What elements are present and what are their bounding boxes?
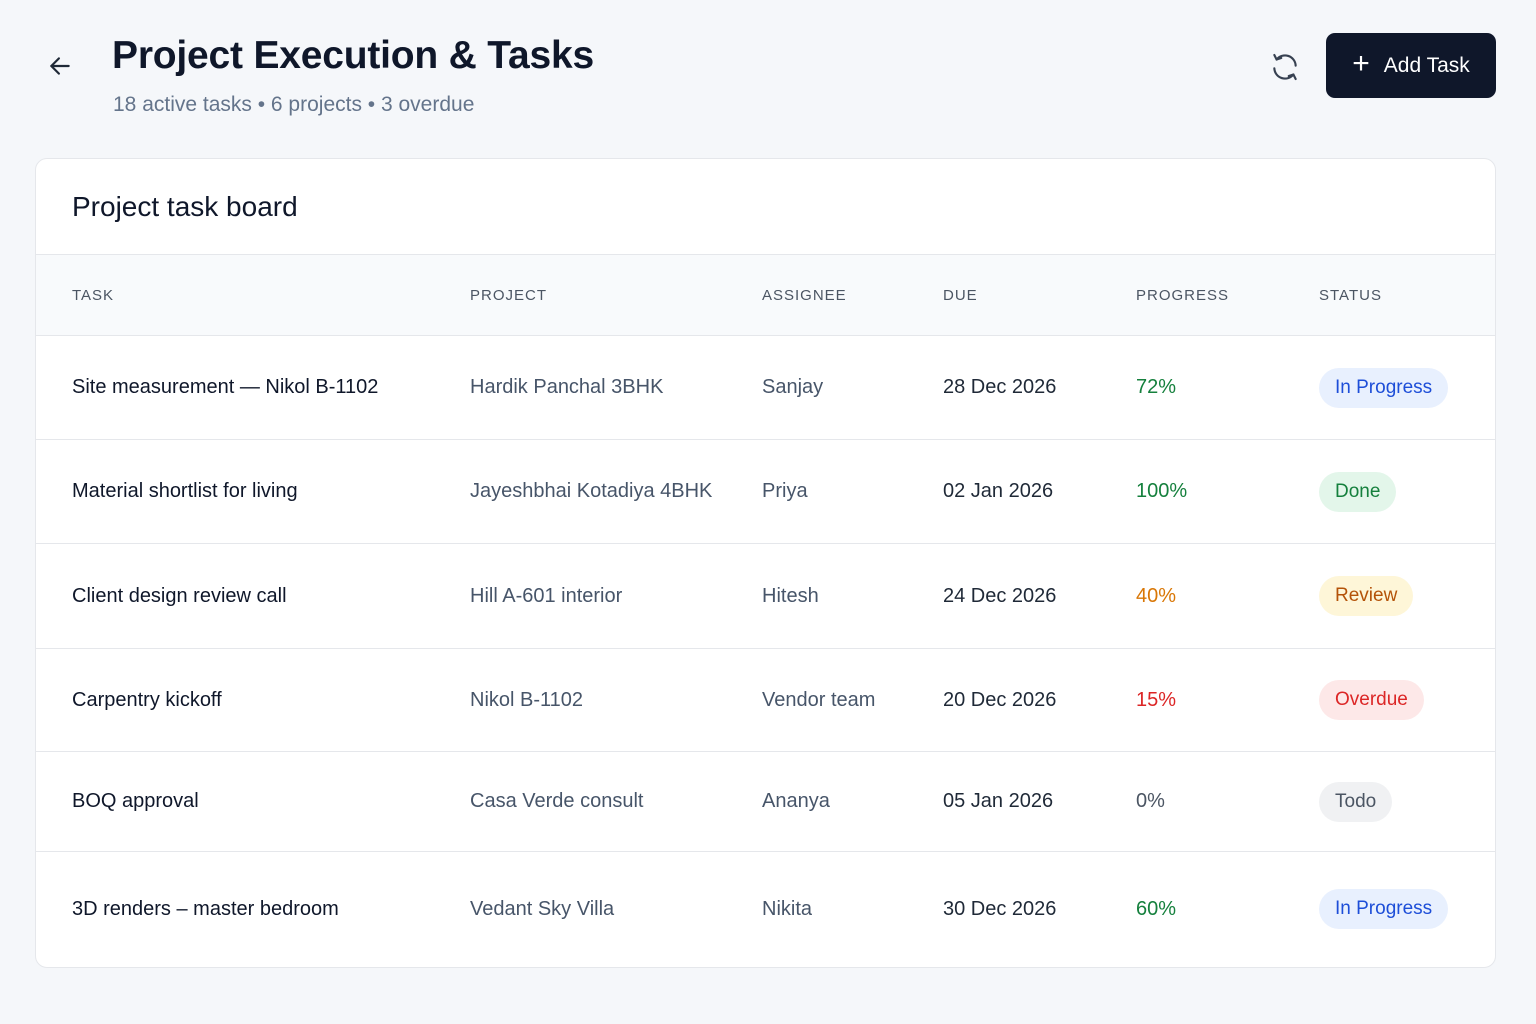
due-date: 05 Jan 2026 — [943, 790, 1054, 812]
status-badge: In Progress — [1319, 889, 1449, 929]
add-task-button[interactable]: + Add Task — [1326, 33, 1496, 98]
progress-value: 100% — [1136, 480, 1188, 502]
refresh-button[interactable] — [1262, 44, 1308, 90]
project-name: Hardik Panchal 3BHK — [470, 376, 664, 398]
table-row[interactable]: Client design review call Hill A-601 int… — [36, 544, 1495, 649]
task-name: BOQ approval — [72, 790, 199, 812]
column-header-task[interactable]: TASK — [72, 287, 115, 304]
status-badge: Review — [1319, 576, 1414, 616]
project-name: Jayeshbhai Kotadiya 4BHK — [470, 480, 713, 502]
page-title: Project Execution & Tasks — [112, 34, 594, 77]
project-name: Hill A-601 interior — [470, 584, 623, 607]
assignee-name: Vendor team — [762, 688, 876, 711]
project-name: Nikol B-1102 — [470, 688, 584, 711]
task-name: 3D renders – master bedroom — [72, 897, 339, 920]
assignee-name: Priya — [762, 480, 808, 502]
board-title: Project task board — [36, 159, 1495, 255]
due-date: 30 Dec 2026 — [943, 897, 1057, 920]
status-badge: Todo — [1319, 781, 1393, 822]
table-row[interactable]: Site measurement — Nikol B-1102 Hardik P… — [36, 336, 1495, 440]
assignee-name: Ananya — [762, 790, 830, 812]
status-badge: In Progress — [1319, 367, 1449, 408]
column-header-assignee[interactable]: ASSIGNEE — [762, 287, 847, 304]
assignee-name: Nikita — [762, 897, 813, 920]
status-badge: Overdue — [1319, 680, 1424, 720]
due-date: 02 Jan 2026 — [943, 480, 1054, 502]
progress-value: 15% — [1136, 688, 1177, 711]
task-name: Site measurement — Nikol B-1102 — [72, 376, 379, 398]
assignee-name: Hitesh — [762, 584, 819, 607]
page-subtitle: 18 active tasks • 6 projects • 3 overdue — [113, 93, 475, 116]
column-header-progress[interactable]: PROGRESS — [1136, 287, 1230, 304]
arrow-left-icon — [50, 57, 70, 75]
column-header-due[interactable]: DUE — [943, 287, 978, 304]
table-row[interactable]: Material shortlist for living Jayeshbhai… — [36, 440, 1495, 544]
progress-value: 40% — [1136, 584, 1177, 607]
task-name: Client design review call — [72, 584, 287, 607]
project-name: Casa Verde consult — [470, 790, 644, 812]
table-header: TASK PROJECT ASSIGNEE DUE PROGRESS STATU… — [36, 255, 1495, 336]
due-date: 20 Dec 2026 — [943, 688, 1057, 711]
due-date: 28 Dec 2026 — [943, 376, 1057, 398]
task-name: Material shortlist for living — [72, 480, 298, 502]
column-header-project[interactable]: PROJECT — [470, 287, 548, 304]
table-row[interactable]: BOQ approval Casa Verde consult Ananya 0… — [36, 752, 1495, 852]
status-badge: Done — [1319, 471, 1397, 512]
progress-value: 0% — [1136, 790, 1165, 812]
table-row[interactable]: Carpentry kickoff Nikol B-1102 Vendor te… — [36, 649, 1495, 752]
progress-value: 60% — [1136, 897, 1177, 920]
task-name: Carpentry kickoff — [72, 688, 222, 711]
table-row[interactable]: 3D renders – master bedroom Vedant Sky V… — [36, 852, 1495, 966]
due-date: 24 Dec 2026 — [943, 584, 1057, 607]
task-board-card: Project task board TASK PROJECT ASSIGNEE… — [35, 158, 1496, 968]
progress-value: 72% — [1136, 376, 1177, 398]
table-body: Site measurement — Nikol B-1102 Hardik P… — [36, 336, 1495, 966]
project-name: Vedant Sky Villa — [470, 897, 615, 920]
plus-icon: + — [1352, 47, 1370, 80]
column-header-status[interactable]: STATUS — [1319, 287, 1382, 304]
back-button[interactable] — [40, 46, 80, 86]
assignee-name: Sanjay — [762, 376, 824, 398]
add-task-label: Add Task — [1383, 53, 1470, 77]
refresh-icon — [1273, 53, 1297, 81]
